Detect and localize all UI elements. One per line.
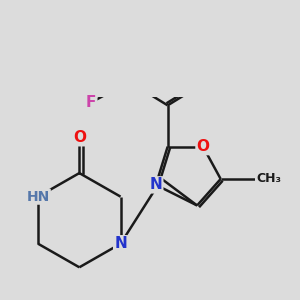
Text: CH₃: CH₃: [256, 172, 281, 185]
Text: N: N: [149, 177, 162, 192]
Text: N: N: [114, 236, 127, 251]
Text: O: O: [196, 139, 209, 154]
Text: HN: HN: [26, 190, 50, 204]
Text: F: F: [86, 95, 96, 110]
Text: O: O: [73, 130, 86, 145]
